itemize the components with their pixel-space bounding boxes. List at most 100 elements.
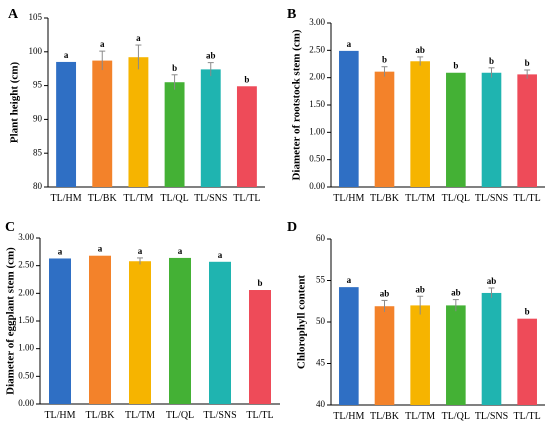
x-tick-label: TL/SNS: [203, 410, 236, 421]
x-tick-label: TL/TM: [123, 193, 153, 204]
y-axis-label: Plant height (cm): [9, 62, 21, 144]
chart-panel-a: A Plant height (cm) 80 85 90 95 100 105 a TL/HM a T…: [8, 7, 265, 204]
x-tick-label: TL/BK: [370, 193, 400, 204]
y-tick-label: 60: [316, 233, 326, 243]
y-tick-label: 1.50: [18, 315, 34, 325]
significance-label: ab: [415, 45, 425, 55]
y-tick-label: 1.00: [18, 343, 34, 353]
y-tick-label: 1.00: [309, 126, 325, 136]
x-tick-label: TL/QL: [166, 410, 194, 421]
y-tick-label: 90: [33, 113, 43, 123]
significance-label: a: [347, 39, 352, 49]
chart-panel-d: D Chlorophyll content 40 45 50 55 60 a TL/HM ab TL…: [287, 220, 545, 422]
significance-label: b: [489, 56, 494, 66]
x-tick-label: TL/BK: [88, 193, 118, 204]
bar-tl-sns: [209, 261, 231, 404]
significance-label: b: [382, 55, 387, 65]
x-tick-label: TL/QL: [160, 193, 188, 204]
panel-letter: B: [287, 7, 296, 22]
bar-tl-tl: [517, 318, 537, 405]
y-tick-label: 3.00: [309, 17, 325, 27]
y-tick-label: 85: [33, 147, 43, 157]
bar-tl-hm: [56, 61, 77, 187]
x-tick-label: TL/HM: [51, 193, 82, 204]
significance-label: b: [172, 63, 177, 73]
x-tick-label: TL/BK: [370, 411, 400, 422]
bar-tl-tm: [410, 305, 430, 405]
y-tick-label: 0.00: [309, 181, 325, 191]
significance-label: b: [525, 307, 530, 317]
x-tick-label: TL/TM: [405, 411, 435, 422]
significance-label: ab: [487, 276, 497, 286]
y-tick-label: 3.00: [18, 232, 34, 242]
bar-tl-tm: [128, 57, 149, 187]
bar-tl-hm: [49, 258, 71, 404]
x-tick-label: TL/SNS: [475, 411, 508, 422]
panel-letter: A: [8, 7, 19, 22]
y-tick-label: 50: [316, 316, 326, 326]
panel-letter: D: [287, 220, 297, 235]
y-tick-label: 0.50: [309, 154, 325, 164]
x-tick-label: TL/TM: [125, 410, 155, 421]
bar-tl-bk: [89, 255, 111, 404]
x-tick-label: TL/QL: [442, 411, 470, 422]
x-tick-label: TL/TL: [246, 410, 273, 421]
x-tick-label: TL/HM: [44, 410, 75, 421]
x-tick-label: TL/BK: [86, 410, 116, 421]
y-tick-label: 40: [316, 399, 326, 409]
bar-tl-tl: [236, 86, 257, 187]
significance-label: ab: [451, 288, 461, 298]
y-tick-label: 1.50: [309, 99, 325, 109]
significance-label: a: [347, 275, 352, 285]
bar-tl-tm: [410, 61, 430, 188]
y-axis-label: Diameter of eggplant stem (cm): [5, 247, 17, 395]
significance-label: b: [244, 74, 249, 84]
y-tick-label: 45: [316, 358, 326, 368]
x-tick-label: TL/TL: [514, 193, 541, 204]
significance-label: a: [138, 246, 143, 256]
bar-tl-bk: [374, 306, 395, 405]
significance-label: b: [453, 61, 458, 71]
bar-tl-ql: [164, 82, 185, 187]
bar-tl-tl: [249, 290, 271, 404]
significance-label: a: [64, 50, 69, 60]
y-tick-label: 80: [33, 181, 43, 191]
significance-label: ab: [415, 284, 425, 294]
x-tick-label: TL/SNS: [194, 193, 227, 204]
significance-label: a: [136, 33, 141, 43]
bar-tl-bk: [374, 71, 395, 187]
significance-label: a: [98, 244, 103, 254]
bar-tl-sns: [481, 292, 502, 405]
x-tick-label: TL/QL: [442, 193, 470, 204]
panel-letter: C: [5, 220, 15, 235]
y-tick-label: 105: [29, 12, 43, 22]
significance-label: a: [178, 246, 183, 256]
y-tick-label: 100: [29, 46, 43, 56]
significance-label: ab: [206, 51, 216, 61]
bar-tl-ql: [446, 72, 466, 187]
y-tick-label: 2.00: [18, 287, 34, 297]
bar-tl-ql: [169, 257, 191, 404]
y-axis-label: Diameter of rootstock stem (cm): [291, 29, 303, 180]
significance-label: a: [218, 250, 223, 260]
x-tick-label: TL/TL: [233, 193, 260, 204]
x-tick-label: TL/HM: [333, 193, 364, 204]
x-tick-label: TL/TL: [514, 411, 541, 422]
chart-panel-c: C Diameter of eggplant stem (cm)0.00 0.50 1…: [5, 220, 280, 421]
x-tick-label: TL/HM: [333, 411, 364, 422]
bar-tl-bk: [92, 60, 113, 188]
chart-panel-b: B Diameter of rootstock stem (cm) 0.00 0.50…: [287, 7, 545, 204]
x-tick-label: TL/SNS: [475, 193, 508, 204]
bar-tl-tl: [517, 74, 537, 187]
significance-label: ab: [380, 288, 390, 298]
bar-tl-sns: [481, 72, 502, 187]
x-tick-label: TL/TM: [405, 193, 435, 204]
y-tick-label: 0.00: [18, 398, 34, 408]
y-tick-label: 2.00: [309, 72, 325, 82]
y-tick-label: 0.50: [18, 370, 34, 380]
bar-tl-tm: [129, 261, 151, 404]
y-tick-label: 2.50: [18, 260, 34, 270]
significance-label: b: [525, 58, 530, 68]
y-tick-label: 95: [33, 80, 43, 90]
